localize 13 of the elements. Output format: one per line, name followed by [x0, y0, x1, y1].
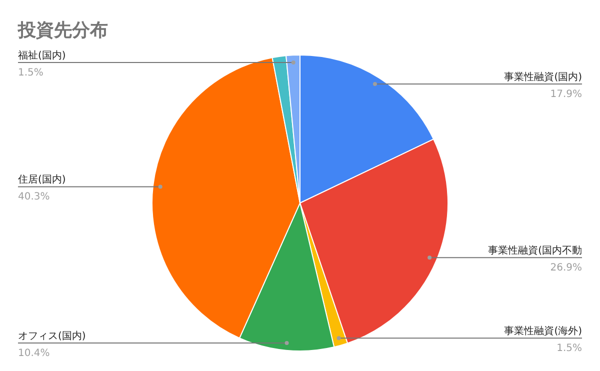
slice-label: 事業性融資(国内): [504, 71, 582, 84]
slice-label: 福祉(国内): [18, 50, 66, 62]
data-label: 40.3%: [18, 192, 50, 203]
slice-label: オフィス(国内): [18, 330, 86, 342]
slice-label: 事業性融資(国内不動: [488, 244, 582, 257]
data-label: 1.5%: [18, 68, 44, 79]
chart-title: 投資先分布: [17, 20, 108, 41]
data-label: 10.4%: [18, 348, 50, 359]
slice-label: 事業性融資(海外): [504, 325, 582, 338]
slice-label: 住居(国内): [18, 174, 66, 186]
data-label: 1.5%: [556, 343, 582, 354]
data-label: 17.9%: [550, 89, 582, 100]
data-label: 26.9%: [550, 262, 582, 274]
